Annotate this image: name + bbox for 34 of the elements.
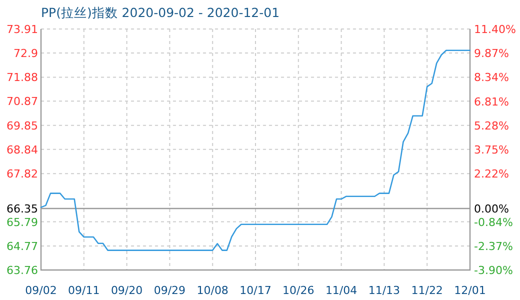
y-tick-label: 66.35	[6, 202, 38, 216]
x-tick-label: 11/04	[325, 284, 358, 297]
x-tick-label: 09/11	[68, 284, 100, 297]
y2-tick-label: 5.28%	[474, 119, 509, 132]
y-tick-label: 69.85	[6, 119, 38, 132]
y2-tick-label: -0.84%	[474, 216, 513, 229]
y-tick-label: 73.91	[6, 23, 38, 36]
y-tick-label: 63.76	[6, 264, 38, 277]
x-tick-label: 10/26	[282, 284, 314, 297]
x-tick-label: 10/17	[240, 284, 272, 297]
y-tick-label: 70.87	[6, 95, 38, 108]
x-tick-label: 09/02	[25, 284, 57, 297]
y-tick-label: 72.9	[14, 46, 38, 60]
x-tick-label: 11/13	[368, 284, 400, 297]
y2-tick-label: 2.22%	[474, 168, 509, 181]
y2-tick-label: 11.40%	[474, 23, 516, 36]
y-tick-label: 64.77	[6, 240, 38, 254]
y-tick-label: 67.82	[6, 168, 38, 181]
x-tick-label: 12/01	[454, 284, 486, 297]
y2-tick-label: -3.90%	[474, 264, 513, 277]
y-tick-label: 65.79	[6, 216, 38, 229]
y2-tick-label: 9.87%	[474, 47, 509, 60]
title: PP(拉丝)指数 2020-09-02 - 2020-12-01	[41, 5, 280, 20]
y2-tick-label: 6.81%	[474, 95, 509, 108]
y2-tick-label: 8.34%	[474, 71, 509, 84]
y2-tick-label: 0.00%	[474, 202, 509, 216]
y2-tick-label: -2.37%	[474, 240, 513, 253]
y-tick-label: 71.88	[6, 71, 38, 84]
y2-tick-label: 3.75%	[474, 144, 509, 156]
x-tick-label: 11/22	[411, 284, 443, 297]
y-tick-label: 68.84	[6, 143, 38, 156]
x-tick-label: 09/29	[154, 284, 186, 297]
x-tick-label: 09/20	[110, 284, 143, 297]
x-tick-label: 10/08	[196, 284, 228, 297]
